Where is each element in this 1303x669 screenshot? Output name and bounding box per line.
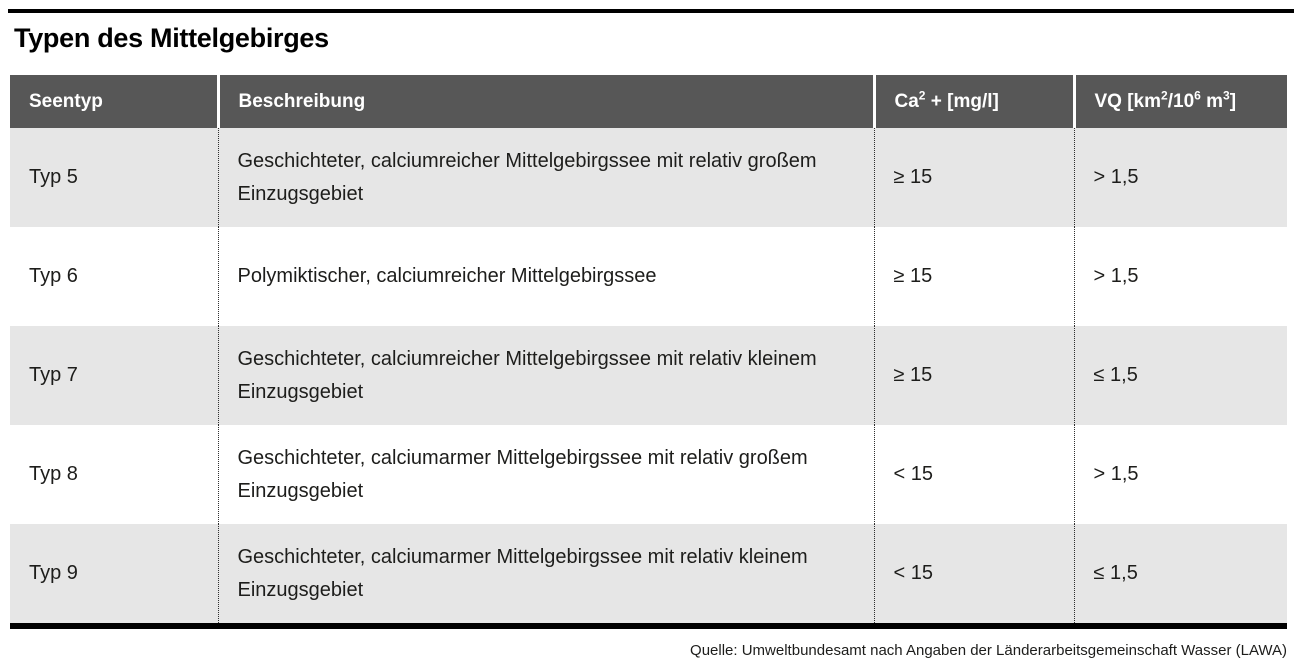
- cell-ca: < 15: [873, 524, 1074, 623]
- table-header-row: Seentyp Beschreibung Ca2 + [mg/l] VQ [km2/1…: [10, 75, 1287, 128]
- header-text: Seentyp: [29, 90, 103, 112]
- cell-vq: > 1,5: [1073, 227, 1287, 326]
- header-text: m: [1200, 90, 1224, 112]
- table-row: Typ 6 Polymiktischer, calciumreicher Mitt…: [10, 227, 1287, 326]
- table-row: Typ 8 Geschichteter, calciumarmer Mittelg…: [10, 425, 1287, 524]
- cell-beschreibung: Geschichteter, calciumarmer Mittelgebirg…: [217, 524, 874, 623]
- header-text: + [mg/l]: [925, 90, 999, 112]
- header-text: Ca: [894, 90, 919, 112]
- column-header-ca: Ca2 + [mg/l]: [872, 75, 1074, 128]
- cell-ca: < 15: [873, 425, 1074, 524]
- column-header-beschreibung: Beschreibung: [216, 75, 874, 128]
- column-header-vq: VQ [km2/106 m3]: [1072, 75, 1287, 128]
- cell-vq: ≤ 1,5: [1073, 326, 1287, 425]
- cell-beschreibung: Geschichteter, calciumreicher Mittelgebi…: [217, 326, 874, 425]
- cell-ca: ≥ 15: [873, 128, 1074, 227]
- header-text: /10: [1167, 90, 1195, 112]
- cell-seentyp: Typ 7: [10, 326, 218, 425]
- cell-beschreibung: Geschichteter, calciumreicher Mittelgebi…: [217, 128, 874, 227]
- cell-beschreibung: Geschichteter, calciumarmer Mittelgebirg…: [217, 425, 874, 524]
- lake-types-table: Seentyp Beschreibung Ca2 + [mg/l] VQ [km2/1…: [10, 75, 1287, 623]
- header-superscript: 3: [1223, 88, 1230, 103]
- cell-vq: > 1,5: [1073, 128, 1287, 227]
- cell-seentyp: Typ 5: [10, 128, 218, 227]
- column-header-seentyp: Seentyp: [10, 75, 218, 128]
- cell-seentyp: Typ 9: [10, 524, 218, 623]
- cell-ca: ≥ 15: [873, 227, 1074, 326]
- header-superscript: 6: [1194, 88, 1201, 103]
- source-note: Quelle: Umweltbundesamt nach Angaben der…: [690, 642, 1287, 659]
- header-superscript: 2: [1161, 88, 1168, 103]
- table-row: Typ 7 Geschichteter, calciumreicher Mitte…: [10, 326, 1287, 425]
- cell-ca: ≥ 15: [873, 326, 1074, 425]
- page-title: Typen des Mittelgebirges: [14, 23, 329, 53]
- top-rule: [8, 9, 1294, 13]
- cell-beschreibung: Polymiktischer, calciumreicher Mittelgeb…: [217, 227, 874, 326]
- cell-seentyp: Typ 6: [10, 227, 218, 326]
- cell-vq: > 1,5: [1073, 425, 1287, 524]
- bottom-rule: [10, 623, 1287, 629]
- table-row: Typ 5 Geschichteter, calciumreicher Mitte…: [10, 128, 1287, 227]
- header-superscript: 2: [918, 88, 926, 103]
- header-text: ]: [1229, 90, 1237, 112]
- header-text: Beschreibung: [238, 90, 366, 112]
- table-body: Typ 5 Geschichteter, calciumreicher Mitte…: [10, 128, 1287, 623]
- table-header: Seentyp Beschreibung Ca2 + [mg/l] VQ [km2/1…: [10, 75, 1287, 128]
- cell-seentyp: Typ 8: [10, 425, 218, 524]
- cell-vq: ≤ 1,5: [1073, 524, 1287, 623]
- header-text: VQ [km: [1094, 90, 1162, 112]
- table-row: Typ 9 Geschichteter, calciumarmer Mittelg…: [10, 524, 1287, 623]
